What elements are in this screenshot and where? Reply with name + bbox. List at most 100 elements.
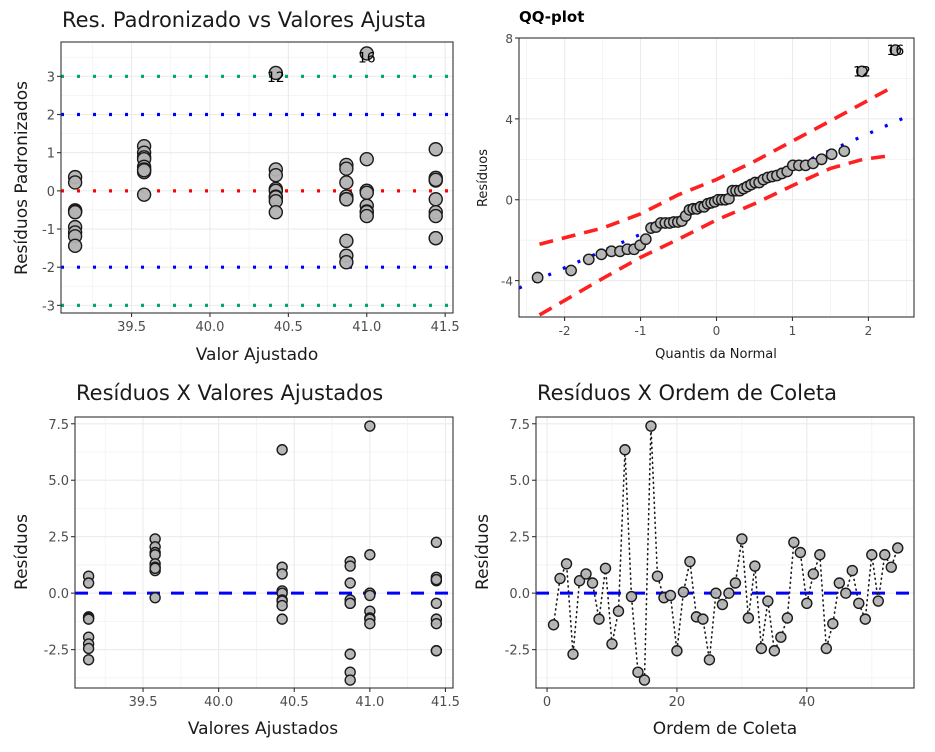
data-point: [359, 151, 374, 167]
data-point: [677, 586, 690, 598]
data-point: [742, 612, 755, 624]
y-tick-label: 2: [47, 109, 55, 124]
data-point: [892, 542, 904, 554]
data-point: [645, 420, 657, 432]
point-label: 16: [358, 50, 376, 66]
chart-title: QQ-plot: [519, 8, 584, 26]
y-tick-label: 7.5: [509, 418, 530, 433]
data-point: [268, 65, 284, 81]
data-point: [593, 613, 605, 625]
y-tick-label: 0.0: [48, 587, 69, 602]
data-point: [820, 642, 833, 655]
data-point: [430, 573, 443, 586]
data-point: [136, 163, 152, 178]
data-point: [768, 645, 781, 657]
data-point: [364, 589, 376, 602]
y-axis-label: Resíduos: [476, 149, 491, 207]
y-axis-label: Resíduos: [473, 514, 493, 590]
data-point: [136, 187, 152, 202]
data-point: [859, 613, 871, 625]
data-point: [364, 617, 376, 630]
data-point: [339, 255, 354, 270]
data-point: [582, 253, 595, 266]
data-point: [428, 208, 443, 224]
data-point: [801, 597, 813, 610]
data-point: [560, 558, 573, 570]
data-point: [846, 564, 858, 577]
data-point: [276, 613, 288, 625]
data-point: [565, 264, 577, 277]
chart-title: Resíduos X Ordem de Coleta: [537, 381, 837, 405]
data-point: [67, 175, 83, 190]
point-label: 12: [267, 70, 285, 86]
data-point: [833, 577, 846, 589]
data-point: [276, 444, 288, 456]
data-point: [788, 536, 800, 549]
y-axis-label: Resíduos Padronizados: [12, 81, 32, 275]
data-point: [547, 619, 560, 631]
chart-title: Res. Padronizado vs Valores Ajusta: [62, 8, 426, 32]
data-point: [612, 605, 625, 617]
data-point: [364, 549, 376, 561]
data-point: [344, 560, 356, 572]
data-point: [781, 612, 794, 624]
data-point: [364, 420, 376, 432]
data-point: [554, 572, 566, 585]
data-point: [359, 208, 374, 224]
data-point: [573, 575, 586, 587]
data-point: [838, 145, 851, 158]
point-label: 16: [886, 43, 904, 59]
data-point: [430, 645, 443, 657]
y-tick-label: 5.0: [509, 474, 530, 489]
data-point: [794, 546, 807, 559]
data-point: [749, 560, 761, 572]
data-point: [339, 175, 354, 190]
data-point: [359, 185, 374, 200]
y-tick-label: -2.5: [505, 644, 530, 659]
data-point: [684, 555, 696, 568]
data-point: [872, 595, 884, 607]
data-point: [664, 589, 677, 602]
data-point: [775, 631, 787, 643]
data-point: [723, 587, 735, 599]
y-tick-label: 3: [47, 70, 55, 85]
plot-border: [60, 41, 454, 314]
data-point: [82, 642, 95, 655]
data-point: [599, 562, 612, 575]
data-point: [580, 568, 592, 580]
data-point: [825, 148, 838, 161]
y-tick-label: 8: [505, 32, 513, 46]
data-point: [606, 638, 618, 650]
y-tick-label: 2.5: [48, 531, 69, 546]
y-tick-label: 0: [47, 185, 55, 200]
x-axis-label: Valores Ajustados: [188, 719, 338, 739]
y-tick-label: 0.0: [509, 587, 530, 602]
x-tick-label: 39.5: [117, 320, 146, 335]
data-point: [671, 645, 683, 657]
x-tick-label: 2: [865, 324, 873, 338]
x-tick-label: 40.5: [280, 695, 309, 710]
data-point: [430, 617, 443, 630]
x-tick-label: 41.5: [431, 320, 460, 335]
data-point: [339, 161, 354, 176]
x-axis-label: Ordem de Coleta: [653, 719, 797, 739]
data-point: [344, 597, 356, 610]
data-point: [428, 192, 443, 207]
data-point: [339, 233, 354, 249]
data-point: [827, 617, 839, 630]
data-point: [814, 549, 826, 561]
data-point: [840, 587, 852, 599]
data-point: [268, 168, 284, 183]
data-point: [866, 549, 878, 561]
data-point: [82, 654, 95, 666]
x-tick-label: 41.5: [431, 695, 460, 710]
data-point: [149, 591, 161, 604]
data-point: [856, 65, 868, 78]
residual-order-line: [552, 425, 899, 683]
data-point: [82, 577, 95, 589]
data-point: [703, 654, 716, 666]
data-point: [428, 230, 443, 246]
data-point: [638, 674, 651, 686]
data-point: [149, 562, 161, 575]
